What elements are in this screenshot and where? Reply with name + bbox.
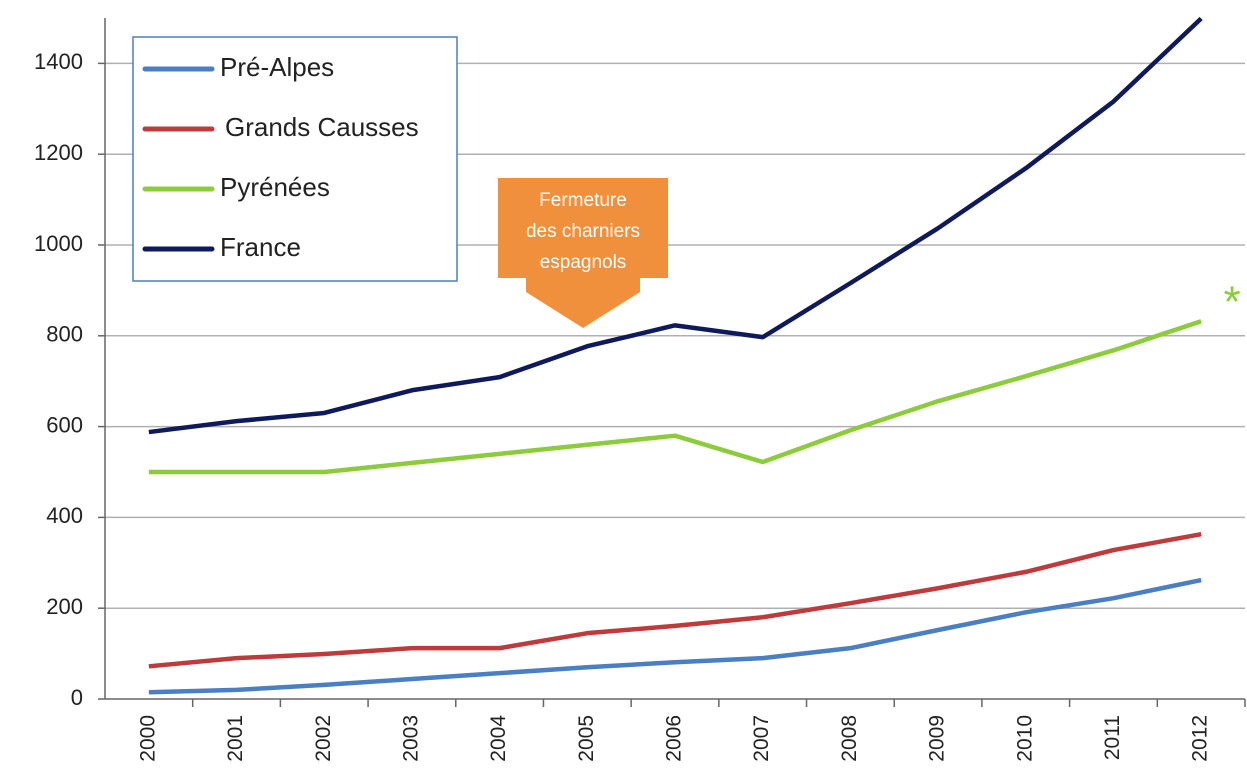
x-tick-label: 2007 bbox=[750, 715, 773, 762]
x-tick-label: 2002 bbox=[312, 715, 335, 762]
series-line bbox=[148, 577, 1202, 695]
annotation-mark: * bbox=[1223, 278, 1240, 327]
legend-box bbox=[132, 36, 458, 282]
y-tick-label: 1400 bbox=[34, 49, 83, 74]
annotation-arrow bbox=[498, 178, 668, 328]
y-tick-label: 1200 bbox=[34, 140, 83, 165]
x-tick-label: 2001 bbox=[224, 715, 247, 762]
x-tick-label: 2010 bbox=[1013, 715, 1036, 762]
legend-label: Grands Causses bbox=[225, 112, 419, 142]
y-tick-label: 800 bbox=[46, 322, 83, 347]
x-tick-label: 2004 bbox=[487, 715, 510, 762]
legend-label: Pré-Alpes bbox=[220, 52, 334, 82]
y-tick-label: 600 bbox=[46, 412, 83, 437]
x-tick-label: 2012 bbox=[1189, 715, 1212, 762]
legend-label: France bbox=[220, 232, 301, 262]
series-line bbox=[148, 319, 1202, 475]
annotation-text: Fermeture bbox=[539, 190, 627, 211]
x-tick-label: 2006 bbox=[663, 715, 686, 762]
y-tick-label: 1000 bbox=[34, 231, 83, 256]
series-line bbox=[148, 531, 1202, 669]
y-tick-label: 400 bbox=[46, 503, 83, 528]
x-tick-label: 2000 bbox=[136, 715, 159, 762]
x-tick-label: 2003 bbox=[399, 715, 422, 762]
x-tick-label: 2008 bbox=[838, 715, 861, 762]
x-tick-label: 2011 bbox=[1101, 715, 1124, 760]
annotation-text: espagnols bbox=[540, 252, 627, 273]
x-tick-label: 2005 bbox=[575, 715, 598, 762]
y-tick-label: 200 bbox=[46, 594, 83, 619]
x-tick-label: 2009 bbox=[926, 715, 949, 762]
legend-label: Pyrénées bbox=[220, 172, 330, 202]
y-tick-label: 0 bbox=[71, 685, 83, 710]
series-line bbox=[148, 16, 1203, 435]
annotation-text: des charniers bbox=[526, 221, 640, 242]
